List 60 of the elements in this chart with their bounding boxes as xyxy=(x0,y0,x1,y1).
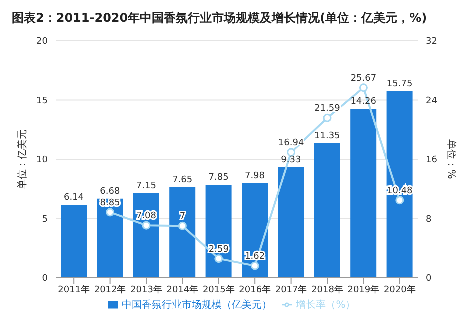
data-label: 25.67 xyxy=(350,74,377,84)
data-label: 2.59 xyxy=(208,244,230,255)
bar xyxy=(350,109,377,278)
data-label: 6.14 xyxy=(64,193,84,204)
point xyxy=(142,221,151,230)
x-tick-label: 2015年 xyxy=(202,284,235,296)
point xyxy=(323,114,332,122)
bar xyxy=(133,193,160,278)
data-label: 7.08 xyxy=(136,212,157,222)
x-tick-label: 2013年 xyxy=(130,284,162,296)
point xyxy=(106,208,115,217)
y-tick-label: 0 xyxy=(42,274,48,284)
data-label: 8.85 xyxy=(100,198,120,208)
y2-tick-label: 16 xyxy=(426,156,438,166)
data-label: 7.65 xyxy=(172,175,193,186)
bar xyxy=(61,205,87,278)
y2-tick-label: 24 xyxy=(426,96,438,106)
data-label: 11.35 xyxy=(314,132,340,142)
legend-label: 增长率（%） xyxy=(296,300,356,311)
y-tick-label: 10 xyxy=(36,156,48,166)
point xyxy=(178,222,187,230)
data-label: 14.26 xyxy=(350,97,377,108)
y2-tick-label: 8 xyxy=(426,214,432,225)
y2-axis-title: 单位：% xyxy=(445,140,458,180)
bar xyxy=(314,144,340,278)
point xyxy=(359,84,368,92)
y-tick-label: 15 xyxy=(36,96,48,106)
data-label: 6.68 xyxy=(100,186,120,197)
point xyxy=(250,262,260,270)
bar xyxy=(386,91,413,278)
y-tick-label: 5 xyxy=(42,214,48,225)
data-label: 21.59 xyxy=(314,104,341,114)
x-tick-label: 2017年 xyxy=(275,284,308,296)
y2-tick-label: 0 xyxy=(426,274,432,284)
x-tick-label: 2012年 xyxy=(94,284,126,296)
x-tick-label: 2014年 xyxy=(166,284,199,296)
bar xyxy=(206,184,232,278)
data-label: 7.85 xyxy=(208,172,229,183)
legend-label: 中国香氛行业市场规模（亿美元） xyxy=(122,300,272,311)
point xyxy=(396,196,404,205)
x-tick-label: 2018年 xyxy=(312,284,344,296)
bar xyxy=(97,198,124,278)
data-label: 15.75 xyxy=(386,79,413,90)
data-label: 16.94 xyxy=(278,138,304,149)
bar xyxy=(278,167,304,278)
y-tick-label: 20 xyxy=(36,37,48,48)
chart-title: 图表2：2011-2020年中国香氛行业市场规模及增长情况(单位：亿美元，%) xyxy=(11,10,428,27)
x-tick-label: 2016年 xyxy=(239,284,272,296)
data-label: 9.33 xyxy=(281,155,302,166)
y-axis-title: 单位：亿美元 xyxy=(16,130,29,190)
data-label: 7.15 xyxy=(136,181,156,192)
x-tick-label: 2011年 xyxy=(58,284,90,296)
point xyxy=(214,254,224,264)
y2-tick-label: 32 xyxy=(426,37,438,48)
data-label: 7.98 xyxy=(244,171,266,182)
data-label: 7 xyxy=(180,212,186,222)
bar xyxy=(170,187,196,278)
bar xyxy=(242,183,268,278)
x-tick-label: 2019年 xyxy=(348,284,380,296)
x-tick-label: 2020年 xyxy=(384,284,416,296)
